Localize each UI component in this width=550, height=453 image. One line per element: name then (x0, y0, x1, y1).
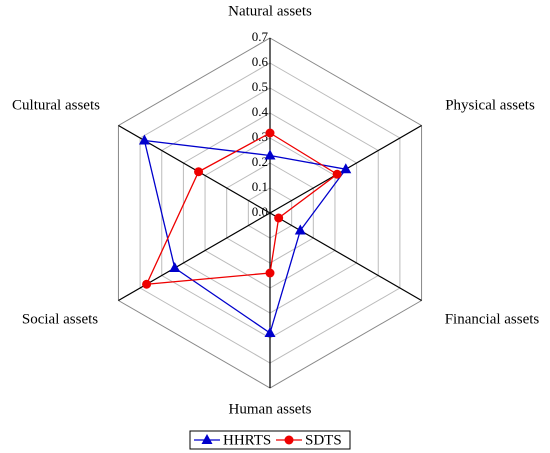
y-tick-label: 0.1 (252, 179, 268, 194)
series-line (145, 132, 339, 285)
y-tick-label: 0.6 (252, 54, 269, 69)
category-label: Natural assets (228, 3, 312, 19)
axis-line (269, 212, 422, 302)
legend-box (189, 430, 351, 450)
marker (332, 169, 342, 179)
marker (265, 268, 275, 278)
marker (340, 163, 352, 174)
y-tick-label: 0.4 (252, 104, 269, 119)
category-label: Cultural assets (12, 97, 100, 113)
y-tick-label: 0.2 (252, 154, 268, 169)
marker (265, 128, 275, 138)
axis-line (118, 212, 271, 302)
marker (264, 149, 276, 160)
y-tick-label: 0.5 (252, 79, 268, 94)
plot (138, 128, 352, 337)
y-tick-label: 0.7 (252, 29, 269, 44)
legend-label: SDTS (305, 432, 342, 448)
marker (138, 134, 150, 145)
marker (142, 279, 152, 289)
axis-line (118, 124, 271, 214)
category-label: Physical assets (445, 97, 535, 113)
category-label: Financial assets (445, 311, 540, 327)
marker (264, 327, 276, 337)
legend: HHRTS SDTS (189, 430, 351, 450)
category-label: Social assets (22, 311, 98, 327)
y-tick-label: 0.0 (252, 204, 268, 219)
category-label: Human assets (229, 401, 312, 417)
marker (169, 262, 181, 272)
marker (284, 435, 294, 445)
legend-label: HHRTS (223, 432, 271, 448)
marker (201, 434, 213, 444)
marker (294, 224, 306, 235)
series-line (143, 139, 347, 335)
marker (274, 213, 284, 223)
marker (194, 167, 204, 177)
